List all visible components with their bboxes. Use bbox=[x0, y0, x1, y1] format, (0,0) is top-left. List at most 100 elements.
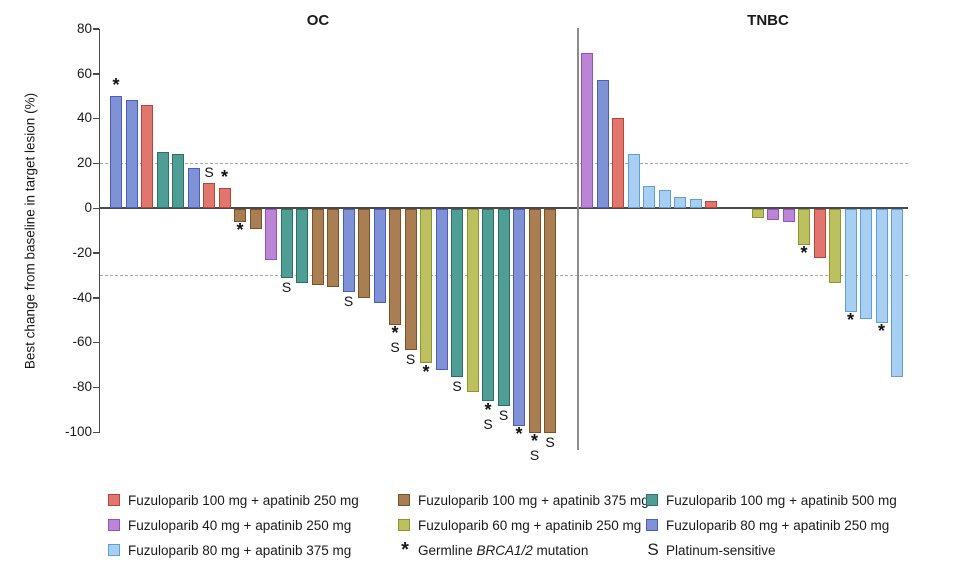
brca-mutation-marker: * bbox=[220, 166, 228, 187]
bar bbox=[265, 208, 277, 261]
platinum-sensitive-marker: S bbox=[545, 434, 555, 450]
brca-mutation-marker: * bbox=[112, 75, 120, 95]
bar bbox=[751, 208, 764, 218]
brca-mutation-marker: * bbox=[877, 321, 885, 342]
y-axis-tick-label: 40 bbox=[76, 110, 92, 126]
y-axis-tick-label: -20 bbox=[72, 244, 92, 260]
y-axis-tick-label: 0 bbox=[84, 200, 92, 215]
bar bbox=[658, 190, 671, 208]
y-axis-tick bbox=[92, 28, 99, 30]
bar-annotation: * bbox=[839, 310, 863, 331]
y-axis-tick-label: -80 bbox=[72, 379, 92, 395]
bar bbox=[389, 208, 401, 326]
group-divider bbox=[577, 28, 579, 450]
bar-annotation: * bbox=[792, 242, 816, 263]
brca-mutation-marker: * bbox=[515, 424, 523, 445]
bar bbox=[420, 208, 432, 364]
brca-mutation-marker: * bbox=[422, 361, 430, 382]
bar bbox=[544, 208, 556, 433]
y-axis-tick-label: 20 bbox=[76, 155, 92, 171]
y-axis-tick-label: -60 bbox=[72, 334, 92, 350]
bar bbox=[844, 208, 857, 312]
y-axis-tick bbox=[92, 207, 99, 209]
bar-annotation: * bbox=[870, 321, 894, 342]
bar-annotation: * bbox=[213, 166, 237, 187]
bar bbox=[612, 118, 624, 208]
bar bbox=[342, 208, 355, 292]
platinum-sensitive-marker: S bbox=[483, 415, 493, 432]
bar bbox=[782, 208, 795, 223]
bar bbox=[141, 104, 153, 208]
bar bbox=[280, 208, 293, 279]
bar-annotation: S bbox=[538, 435, 562, 450]
platinum-sensitive-marker: S bbox=[405, 351, 416, 368]
bar bbox=[466, 208, 479, 393]
bar bbox=[829, 208, 841, 283]
bar bbox=[172, 154, 184, 208]
bar-annotation: * bbox=[414, 361, 438, 382]
platinum-sensitive-marker: S bbox=[281, 279, 292, 296]
bar-annotation: * bbox=[228, 220, 252, 241]
y-axis-tick bbox=[92, 341, 99, 344]
y-axis-tick bbox=[92, 386, 99, 389]
y-axis-tick-label: 60 bbox=[76, 65, 92, 81]
bar bbox=[581, 53, 593, 208]
bar bbox=[813, 208, 826, 259]
y-axis-line bbox=[98, 28, 100, 434]
bar bbox=[358, 208, 370, 299]
y-axis-tick bbox=[92, 162, 99, 165]
brca-mutation-marker: * bbox=[236, 220, 244, 241]
platinum-sensitive-marker: S bbox=[498, 407, 509, 424]
bar-annotation: S bbox=[275, 280, 299, 295]
brca-mutation-marker: * bbox=[846, 310, 854, 331]
bar bbox=[218, 187, 231, 208]
platinum-sensitive-marker: S bbox=[343, 292, 354, 309]
brca-mutation-marker: * bbox=[530, 431, 538, 451]
brca-mutation-marker: * bbox=[800, 242, 808, 263]
bar-annotation: S bbox=[445, 379, 469, 394]
zero-baseline bbox=[100, 207, 908, 209]
group-title-tnbc: TNBC bbox=[747, 12, 789, 29]
bar bbox=[643, 185, 655, 208]
group-title-oc: OC bbox=[306, 12, 330, 29]
platinum-sensitive-marker: S bbox=[204, 164, 214, 181]
brca-mutation-marker: * bbox=[484, 399, 492, 420]
bar bbox=[596, 80, 609, 208]
bar bbox=[798, 208, 810, 245]
bar bbox=[705, 201, 717, 208]
bar bbox=[513, 208, 525, 427]
bar bbox=[203, 183, 215, 208]
bar-annotation: * S bbox=[476, 399, 500, 432]
brca-mutation-marker: * bbox=[391, 323, 399, 344]
bar bbox=[689, 199, 702, 208]
bar bbox=[497, 208, 510, 406]
y-axis-tick-label: 80 bbox=[76, 20, 92, 36]
platinum-sensitive-marker: S bbox=[452, 378, 462, 394]
bar bbox=[156, 152, 169, 208]
bar bbox=[373, 208, 386, 303]
y-axis-tick-label: -40 bbox=[72, 289, 92, 305]
bar bbox=[875, 208, 888, 323]
bar-annotation: * bbox=[507, 424, 531, 445]
bar bbox=[404, 208, 417, 350]
reference-line bbox=[100, 163, 908, 165]
y-axis-tick bbox=[92, 431, 99, 433]
bar-annotation: S bbox=[492, 408, 516, 423]
y-axis-tick-label: -100 bbox=[64, 424, 92, 439]
bar-annotation: S bbox=[197, 165, 221, 180]
bar bbox=[435, 208, 448, 371]
bar bbox=[674, 196, 686, 208]
bar-annotation: * bbox=[104, 75, 128, 95]
bar bbox=[249, 208, 262, 229]
y-axis-tick bbox=[92, 117, 99, 120]
y-axis-tick bbox=[92, 252, 99, 254]
bar-annotation: * S bbox=[523, 431, 547, 463]
platinum-sensitive-marker: S bbox=[390, 339, 400, 356]
bar bbox=[327, 208, 339, 288]
bar bbox=[187, 167, 200, 208]
bar-annotation: S bbox=[337, 292, 361, 309]
bar bbox=[311, 208, 324, 285]
y-axis-tick bbox=[92, 73, 99, 75]
bar bbox=[451, 208, 463, 377]
